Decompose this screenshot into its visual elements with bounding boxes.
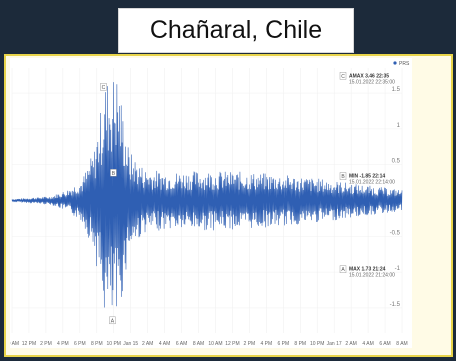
legend-label: PRS [399, 61, 410, 67]
x-tick-label: 4 AM [362, 341, 373, 347]
annotation-badge [339, 172, 347, 180]
annotation-marker-letter: C [102, 85, 106, 91]
annotation-sublabel: 15.01.2022 22:14:00 [349, 180, 395, 186]
x-tick-label: 6 PM [277, 341, 289, 347]
x-tick-label: 8 AM [193, 341, 204, 347]
x-tick-label: 2 PM [244, 341, 256, 347]
y-tick-label: 1.5 [392, 87, 401, 93]
x-tick-label: 10 PM [310, 341, 324, 347]
annotation-badge-letter: A [341, 267, 345, 273]
x-tick-label: 12 PM [225, 341, 239, 347]
x-tick-label: 8 PM [91, 341, 103, 347]
annotation-badge [339, 265, 347, 273]
x-tick-label: Jan 15 [123, 341, 138, 347]
annotation-badge-letter: C [341, 74, 345, 80]
x-tick-label: 6 PM [74, 341, 86, 347]
x-tick-label: 8 PM [294, 341, 306, 347]
y-tick-label: 0.5 [392, 159, 401, 165]
annotation-label: MAX 1.73 21:24 [349, 267, 386, 273]
x-tick-label: 12 PM [22, 341, 36, 347]
y-tick-label: -0.5 [390, 230, 401, 236]
x-tick-label: 6 AM [379, 341, 390, 347]
x-tick-label: 10 AM [208, 341, 222, 347]
y-tick-label: -1 [395, 266, 401, 272]
x-tick-label: 4 AM [159, 341, 170, 347]
chart-title: Chañaral, Chile [118, 8, 354, 53]
annotation-label: AMAX 3.46 22:35 [349, 73, 389, 79]
annotation-marker [100, 83, 107, 91]
x-tick-label: 2 PM [40, 341, 52, 347]
x-tick-label: 10 AM [10, 341, 19, 347]
y-tick-label: 1 [397, 123, 401, 129]
annotation-marker [110, 169, 117, 177]
x-tick-label: 2 AM [142, 341, 153, 347]
x-tick-label: 4 PM [261, 341, 273, 347]
y-tick-label: -1.5 [390, 302, 401, 308]
x-tick-label: 8 AM [396, 341, 407, 347]
annotation-marker-letter: A [111, 318, 115, 324]
x-tick-label: Jan 17 [327, 341, 342, 347]
annotation-sublabel: 15.01.2022 21:24:00 [349, 273, 395, 279]
series-line-prs [11, 82, 403, 308]
annotation-badge-letter: B [341, 174, 345, 180]
annotation-sublabel: 15.01.2022 22:35:00 [349, 79, 395, 85]
annotation-badge [339, 72, 347, 80]
annotation-label: MIN -1.85 22:14 [349, 174, 385, 180]
annotation-marker [109, 316, 116, 325]
x-tick-label: 2 AM [345, 341, 356, 347]
x-tick-label: 6 AM [176, 341, 187, 347]
legend-marker [393, 61, 397, 65]
x-tick-label: 4 PM [57, 341, 69, 347]
x-tick-label: 10 PM [107, 341, 121, 347]
annotation-marker-letter: B [112, 171, 116, 177]
